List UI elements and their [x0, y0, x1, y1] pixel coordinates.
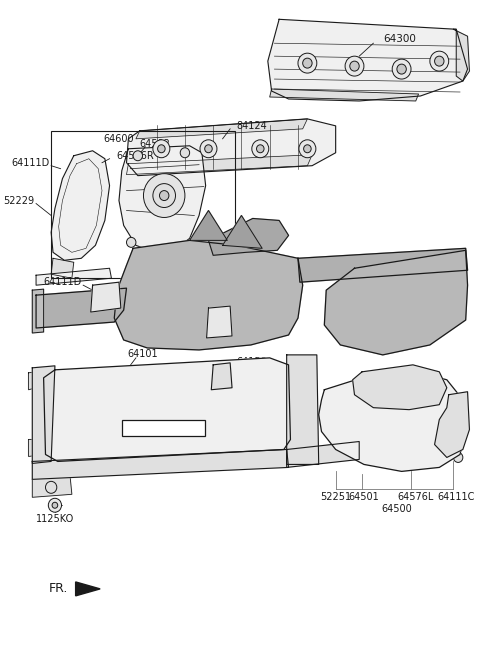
Circle shape: [204, 145, 212, 152]
Circle shape: [157, 145, 165, 152]
Polygon shape: [127, 155, 312, 175]
Polygon shape: [28, 440, 36, 457]
Polygon shape: [44, 358, 290, 461]
Text: 84124: 84124: [237, 121, 267, 131]
Circle shape: [345, 56, 364, 76]
Polygon shape: [32, 289, 44, 333]
Text: 52251: 52251: [320, 492, 351, 503]
Polygon shape: [32, 366, 55, 463]
Circle shape: [390, 378, 409, 397]
Circle shape: [236, 403, 247, 416]
Text: REF. 86-865: REF. 86-865: [137, 423, 190, 432]
Polygon shape: [114, 240, 303, 350]
Polygon shape: [119, 146, 205, 252]
Polygon shape: [36, 288, 127, 328]
Polygon shape: [454, 30, 469, 81]
Polygon shape: [32, 449, 288, 480]
Circle shape: [170, 403, 181, 416]
Text: 64576L: 64576L: [397, 492, 434, 503]
Polygon shape: [298, 248, 468, 283]
Circle shape: [153, 140, 170, 158]
Circle shape: [159, 191, 169, 200]
Circle shape: [381, 368, 419, 407]
Polygon shape: [287, 442, 359, 467]
Polygon shape: [208, 219, 288, 256]
Circle shape: [236, 396, 247, 407]
Circle shape: [104, 403, 115, 416]
Polygon shape: [76, 582, 100, 596]
Polygon shape: [91, 283, 121, 312]
Text: 52229: 52229: [3, 196, 34, 206]
Bar: [122, 420, 204, 436]
Polygon shape: [127, 119, 336, 175]
Circle shape: [350, 61, 359, 71]
Circle shape: [397, 64, 406, 74]
Polygon shape: [434, 392, 469, 457]
Polygon shape: [270, 89, 419, 101]
Text: FR.: FR.: [48, 582, 68, 595]
Polygon shape: [223, 215, 262, 248]
Polygon shape: [28, 372, 36, 390]
Circle shape: [458, 403, 468, 413]
Polygon shape: [190, 210, 228, 240]
Circle shape: [52, 502, 58, 509]
Text: 64111D: 64111D: [11, 158, 49, 168]
Bar: [51, 131, 235, 278]
Text: 64576R: 64576R: [116, 150, 154, 161]
Polygon shape: [32, 476, 72, 497]
Polygon shape: [319, 372, 466, 471]
Circle shape: [71, 403, 82, 416]
Polygon shape: [211, 363, 232, 390]
Text: 64111C: 64111C: [185, 296, 222, 306]
Circle shape: [326, 405, 336, 415]
Circle shape: [144, 173, 185, 217]
Polygon shape: [353, 365, 447, 410]
Circle shape: [200, 140, 217, 158]
Text: 64111C: 64111C: [438, 492, 475, 503]
Text: 1244BD: 1244BD: [253, 395, 292, 405]
Polygon shape: [268, 19, 468, 101]
Text: 64101: 64101: [127, 349, 158, 359]
Circle shape: [304, 145, 311, 152]
Text: 64502: 64502: [139, 139, 170, 148]
Circle shape: [180, 148, 190, 158]
Circle shape: [252, 140, 269, 158]
Text: 1125KO: 1125KO: [36, 514, 74, 524]
Circle shape: [434, 56, 444, 66]
Circle shape: [299, 140, 316, 158]
Circle shape: [298, 53, 317, 73]
Polygon shape: [324, 250, 468, 355]
Polygon shape: [206, 306, 232, 338]
Circle shape: [127, 237, 136, 247]
Circle shape: [133, 150, 143, 161]
Text: 64158: 64158: [237, 357, 267, 367]
Polygon shape: [287, 355, 319, 464]
Circle shape: [137, 403, 148, 416]
Polygon shape: [51, 258, 74, 278]
Polygon shape: [51, 150, 109, 260]
Circle shape: [48, 498, 61, 512]
Text: 64111D: 64111D: [43, 277, 81, 287]
Circle shape: [430, 51, 449, 71]
Circle shape: [256, 145, 264, 152]
Circle shape: [392, 59, 411, 79]
Polygon shape: [136, 119, 307, 139]
Circle shape: [203, 403, 214, 416]
Circle shape: [153, 183, 176, 208]
Text: 64300: 64300: [383, 34, 416, 44]
Circle shape: [171, 243, 180, 254]
Text: 64501: 64501: [348, 492, 379, 503]
Circle shape: [303, 58, 312, 68]
Text: 64600: 64600: [104, 134, 134, 144]
Polygon shape: [36, 268, 111, 285]
Text: 64500: 64500: [382, 504, 412, 514]
Circle shape: [396, 384, 404, 392]
Circle shape: [46, 482, 57, 493]
Circle shape: [454, 453, 463, 463]
